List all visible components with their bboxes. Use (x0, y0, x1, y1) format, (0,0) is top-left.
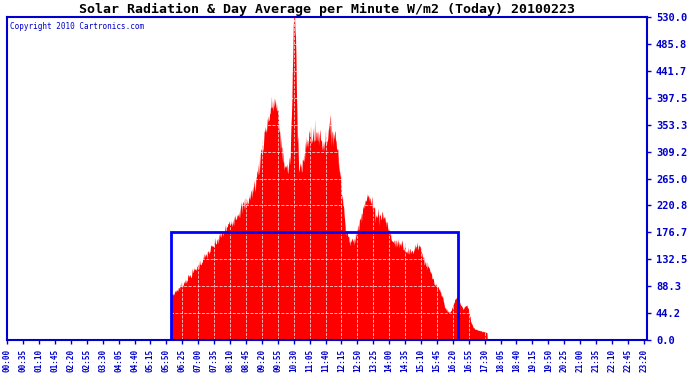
Bar (171, 232, 458, 340)
Title: Solar Radiation & Day Average per Minute W/m2 (Today) 20100223: Solar Radiation & Day Average per Minute… (79, 3, 575, 16)
Text: Copyright 2010 Cartronics.com: Copyright 2010 Cartronics.com (10, 22, 145, 31)
